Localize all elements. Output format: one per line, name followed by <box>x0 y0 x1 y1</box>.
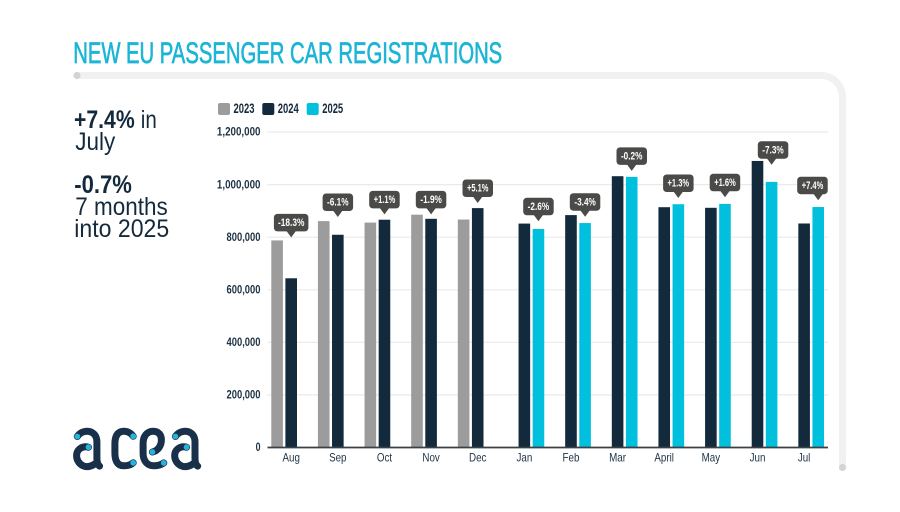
svg-text:2024: 2024 <box>278 100 299 116</box>
svg-text:+7.4%: +7.4% <box>802 180 824 192</box>
svg-text:in: in <box>141 106 157 134</box>
svg-text:-18.3%: -18.3% <box>278 217 305 229</box>
svg-text:2025: 2025 <box>322 100 343 116</box>
svg-text:NEW EU PASSENGER CAR REGISTRAT: NEW EU PASSENGER CAR REGISTRATIONS <box>73 37 502 70</box>
svg-text:400,000: 400,000 <box>227 335 261 349</box>
svg-text:May: May <box>702 451 721 465</box>
svg-text:-6.1%: -6.1% <box>327 197 349 209</box>
svg-text:Jan: Jan <box>517 451 533 465</box>
svg-text:Oct: Oct <box>377 451 393 465</box>
svg-text:7 months: 7 months <box>75 193 167 221</box>
svg-text:Sep: Sep <box>329 451 347 465</box>
svg-text:July: July <box>75 128 115 156</box>
svg-text:Mar: Mar <box>609 451 626 465</box>
svg-text:-2.6%: -2.6% <box>528 201 550 213</box>
svg-text:-0.2%: -0.2% <box>621 151 643 163</box>
svg-text:-0.7%: -0.7% <box>74 171 132 199</box>
svg-text:Jun: Jun <box>750 451 766 465</box>
svg-text:200,000: 200,000 <box>227 388 261 402</box>
svg-text:-1.9%: -1.9% <box>420 194 442 206</box>
svg-text:+1.3%: +1.3% <box>668 178 690 190</box>
svg-text:+5.1%: +5.1% <box>467 183 489 195</box>
svg-text:-3.4%: -3.4% <box>574 196 596 208</box>
svg-text:2023: 2023 <box>234 100 255 116</box>
svg-text:1,000,000: 1,000,000 <box>217 177 261 191</box>
svg-text:-7.3%: -7.3% <box>762 144 784 156</box>
svg-text:into 2025: into 2025 <box>74 215 169 243</box>
svg-text:Jul: Jul <box>798 451 811 465</box>
svg-text:Feb: Feb <box>563 451 580 465</box>
svg-text:0: 0 <box>256 440 261 454</box>
svg-text:600,000: 600,000 <box>227 282 261 296</box>
svg-text:Aug: Aug <box>283 451 300 465</box>
svg-text:+7.4%: +7.4% <box>74 106 135 134</box>
svg-text:Nov: Nov <box>422 451 439 465</box>
svg-text:1,200,000: 1,200,000 <box>217 125 261 139</box>
svg-text:+1.6%: +1.6% <box>714 177 736 189</box>
svg-text:April: April <box>654 451 674 465</box>
svg-text:Dec: Dec <box>469 451 486 465</box>
svg-text:+1.1%: +1.1% <box>374 194 396 206</box>
svg-text:800,000: 800,000 <box>227 230 261 244</box>
